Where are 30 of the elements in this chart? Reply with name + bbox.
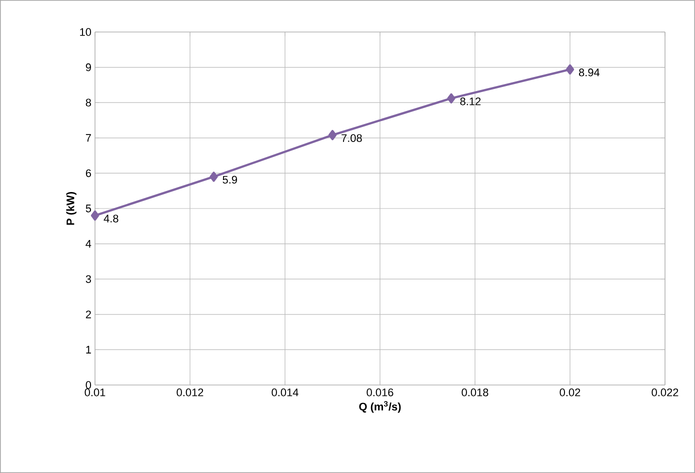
data-label: 8.12 <box>460 97 481 106</box>
point <box>328 130 337 140</box>
x-tick-label: 0.02 <box>560 388 580 396</box>
data-label: 7.08 <box>342 134 362 142</box>
data-label: 5.9 <box>222 176 237 184</box>
x-tick-label: 0.022 <box>652 388 678 396</box>
point <box>447 93 456 104</box>
x-tick-label: 0.012 <box>176 388 204 396</box>
y-tick-label: 5 <box>86 204 92 212</box>
point <box>566 64 574 75</box>
x-tick-label: 0.01 <box>84 388 106 396</box>
point <box>90 210 100 221</box>
x-tick-label: 0.018 <box>462 388 488 396</box>
x-tick-label: 0.014 <box>272 388 298 396</box>
x-tick-label: 0.016 <box>366 388 394 396</box>
y-tick-label: 0 <box>86 381 92 389</box>
data-label: 8.94 <box>578 68 600 76</box>
y-tick-label: 1 <box>86 346 91 354</box>
y-tick-label: 7 <box>86 134 91 142</box>
y-tick-label: 3 <box>86 275 91 283</box>
y-tick-label: 4 <box>86 240 92 248</box>
y-tick-label: 9 <box>86 63 91 72</box>
point <box>210 172 218 182</box>
y-axis-title: P (kW) <box>66 192 76 225</box>
y-tick-label: 10 <box>80 28 92 36</box>
data-label: 4.8 <box>104 214 118 222</box>
y-tick-label: 6 <box>86 169 91 178</box>
y-tick-label: 8 <box>86 98 91 106</box>
y-tick-label: 2 <box>86 310 91 318</box>
x-axis-title: Q (m$^{3}$/s) <box>359 401 401 413</box>
